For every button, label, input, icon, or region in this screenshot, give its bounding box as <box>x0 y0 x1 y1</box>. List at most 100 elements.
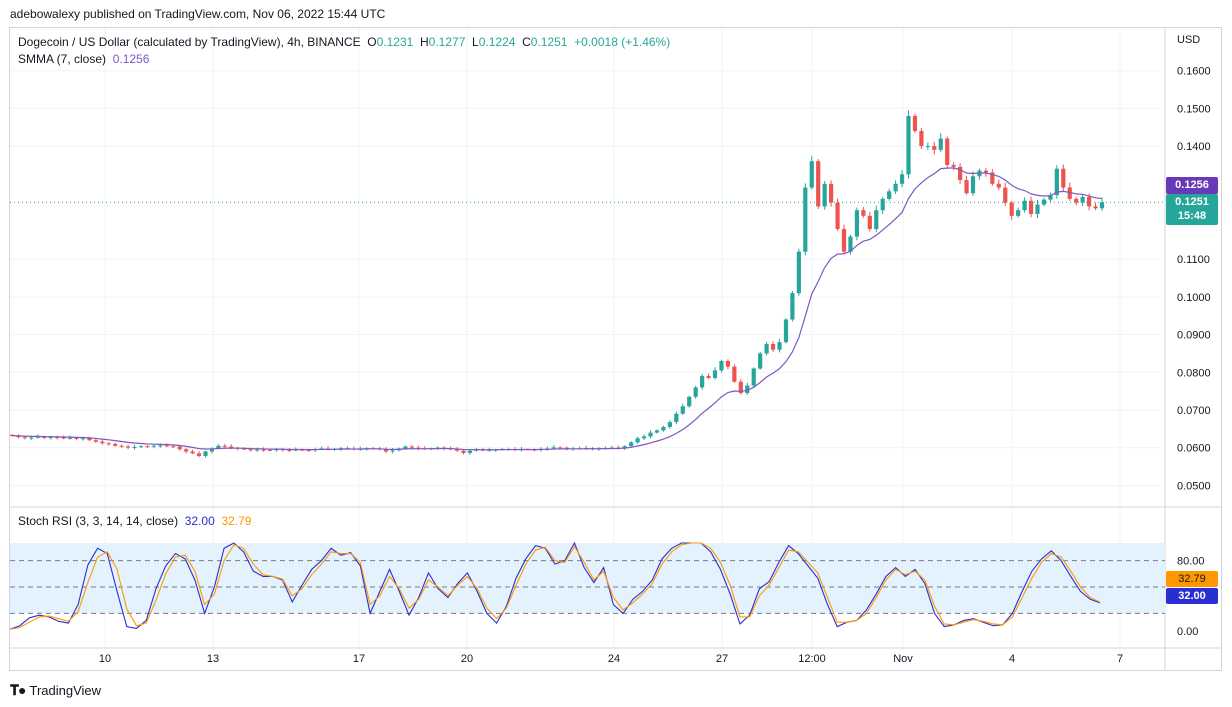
candle-down <box>177 446 182 450</box>
candle-up <box>1080 196 1085 203</box>
tradingview-brand[interactable]: 𝐓● TradingView <box>10 682 101 699</box>
tradingview-logo-icon: 𝐓● <box>10 682 27 698</box>
candle-down <box>1093 206 1098 209</box>
last-price-tag: 0.1251 15:48 <box>1166 194 1218 225</box>
candle-up <box>899 174 905 184</box>
candle-down <box>55 437 60 439</box>
candle-down <box>242 448 247 450</box>
stoch-label: Stoch RSI (3, 3, 14, 14, close) <box>18 514 179 528</box>
candle-up <box>758 353 763 369</box>
candle-down <box>409 446 414 448</box>
stoch-tick-label: 0.00 <box>1177 626 1198 638</box>
candle-up <box>809 161 814 188</box>
candle-up <box>854 210 860 237</box>
candle-down <box>964 180 969 194</box>
candle-down <box>738 381 743 394</box>
change-value: +0.0018 (+1.46%) <box>574 35 671 49</box>
candle-down <box>1067 187 1072 199</box>
candle-down <box>951 164 956 167</box>
candle-up <box>209 448 215 452</box>
candle-up <box>622 446 627 449</box>
candle-up <box>700 376 705 388</box>
candle-down <box>74 437 79 439</box>
candle-up <box>1041 199 1047 205</box>
open-label: O <box>367 35 377 49</box>
axis-labels: 0.1600 0.1500 0.1400 0.1100 0.1000 0.0900 0.08… <box>99 66 1211 665</box>
time-tick-label: 20 <box>461 653 473 665</box>
candle-down <box>725 360 731 367</box>
smma-line <box>11 167 1103 451</box>
candle-up <box>35 436 40 438</box>
high-label: H <box>420 35 429 49</box>
price-tick-label: 0.0700 <box>1177 405 1211 417</box>
candle-down <box>1087 196 1092 207</box>
candle-up <box>783 319 789 343</box>
price-tick-label: 0.1600 <box>1177 66 1211 78</box>
candle-down <box>22 437 27 439</box>
candle-up <box>403 446 408 449</box>
candle-up <box>487 449 492 451</box>
candle-down <box>1009 202 1014 216</box>
candle-up <box>203 451 208 456</box>
candle-down <box>816 161 821 207</box>
time-tick-label: 12:00 <box>798 653 826 665</box>
candle-up <box>712 370 718 378</box>
candle-down <box>229 446 234 448</box>
last-price-value: 0.1251 <box>1175 196 1209 208</box>
stoch-k-tag: 32.00 <box>1166 588 1218 604</box>
candle-up <box>803 187 808 252</box>
candle-up <box>745 385 750 394</box>
candle-up <box>293 449 298 451</box>
stoch-d-line <box>9 542 1101 630</box>
time-tick-label: 13 <box>207 653 219 665</box>
candle-up <box>687 396 692 407</box>
candle-down <box>932 146 937 150</box>
symbol-title: Dogecoin / US Dollar (calculated by Trad… <box>18 35 361 49</box>
candle-up <box>796 251 801 294</box>
price-tick-label: 0.0500 <box>1177 480 1211 492</box>
candle-up <box>80 438 86 440</box>
smma-legend[interactable]: SMMA (7, close) 0.1256 <box>18 52 149 66</box>
candle-up <box>216 445 221 449</box>
stoch-band <box>10 543 1165 614</box>
candle-down <box>1061 168 1066 188</box>
candle-up <box>67 437 73 439</box>
candle-up <box>1035 204 1040 214</box>
candle-up <box>467 450 473 453</box>
smma-value: 0.1256 <box>112 52 150 66</box>
candle-down <box>119 445 124 447</box>
brand-name: TradingView <box>29 683 102 698</box>
candle-down <box>87 438 92 441</box>
countdown-value: 15:48 <box>1177 210 1207 222</box>
price-tick-label: 0.0800 <box>1177 367 1211 379</box>
candle-down <box>958 166 963 181</box>
candle-down <box>1003 187 1008 203</box>
stoch-legend[interactable]: Stoch RSI (3, 3, 14, 14, close) 32.00 32… <box>18 514 251 528</box>
stoch-tick-label: 80.00 <box>1177 556 1205 568</box>
candle-up <box>138 446 144 448</box>
low-label: L <box>472 35 479 49</box>
candle-down <box>125 446 131 448</box>
candle-up <box>648 432 653 437</box>
candle-down <box>841 229 847 252</box>
candle-down <box>287 449 292 451</box>
candle-up <box>1054 168 1059 196</box>
candles-layer <box>9 110 1105 458</box>
candle-down <box>222 445 227 447</box>
candle-up <box>551 447 556 449</box>
close-label: C <box>522 35 531 49</box>
candle-down <box>912 115 918 132</box>
candle-up <box>925 146 930 148</box>
candle-up <box>680 406 685 414</box>
candle-up <box>151 445 156 447</box>
symbol-legend[interactable]: Dogecoin / US Dollar (calculated by Trad… <box>18 35 670 49</box>
candle-down <box>919 131 924 147</box>
time-tick-label: 24 <box>608 653 620 665</box>
stoch-d-value: 32.79 <box>221 514 252 528</box>
candle-up <box>970 176 976 194</box>
candle-down <box>145 446 150 448</box>
candle-down <box>42 436 47 438</box>
candle-down <box>190 451 195 454</box>
price-tick-label: 0.0600 <box>1177 443 1211 455</box>
